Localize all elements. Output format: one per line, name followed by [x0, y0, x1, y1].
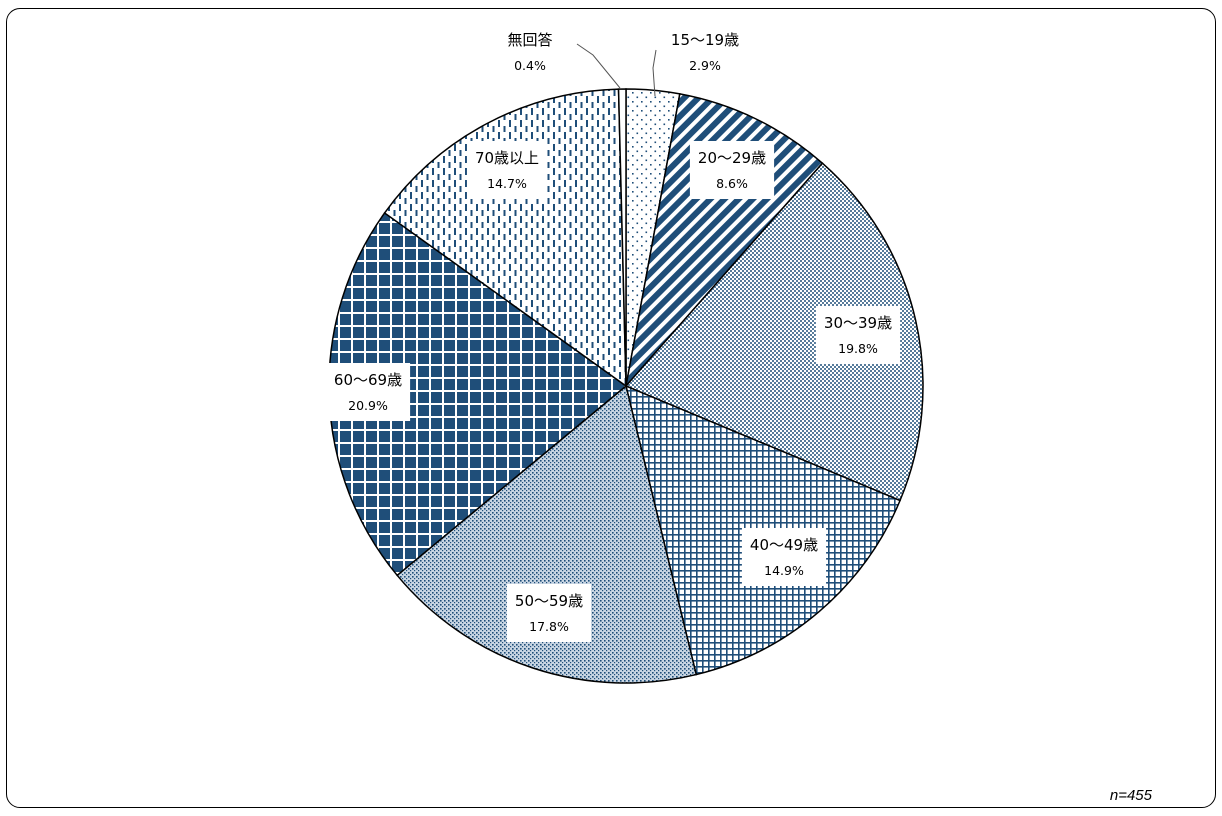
- slice-label-group-8: 無回答 0.4%: [507, 31, 552, 73]
- slice-label-group-5: 50〜59歳 17.8%: [506, 584, 592, 642]
- slice-value-label: 0.4%: [514, 58, 546, 73]
- slice-value-label: 2.9%: [689, 58, 721, 73]
- slice-label-background: [466, 141, 548, 199]
- slice-value-label: 14.9%: [764, 563, 804, 578]
- slice-label: 無回答: [507, 31, 552, 49]
- slice-label-background: [741, 528, 827, 586]
- slice-label-group-1: 15〜19歳 2.9%: [671, 31, 739, 73]
- slice-label-group-3: 30〜39歳 19.8%: [815, 306, 901, 364]
- pie-slice-3: [624, 162, 924, 502]
- slice-label-background: [689, 141, 775, 199]
- slice-label: 40〜49歳: [750, 536, 818, 554]
- slice-label: 50〜59歳: [515, 592, 583, 610]
- leader-line-no-answer: [576, 43, 621, 89]
- slice-label-group-7: 70歳以上 14.7%: [466, 141, 548, 199]
- slice-label: 60〜69歳: [334, 371, 402, 389]
- slice-value-label: 17.8%: [529, 619, 569, 634]
- slice-label: 70歳以上: [475, 149, 539, 167]
- sample-size-note: n=455: [1109, 787, 1152, 804]
- slice-value-label: 14.7%: [487, 176, 527, 191]
- slice-label: 20〜29歳: [698, 149, 766, 167]
- slice-value-label: 20.9%: [348, 398, 388, 413]
- slice-label-group-4: 40〜49歳 14.9%: [741, 528, 827, 586]
- pie-slice-5: [396, 384, 698, 684]
- leader-line-15-19: [652, 49, 657, 97]
- slice-label-background: [815, 306, 901, 364]
- slice-label: 15〜19歳: [671, 31, 739, 49]
- slice-label-background: [325, 363, 411, 421]
- slice-label-group-6: 60〜69歳 20.9%: [325, 363, 411, 421]
- slice-value-label: 19.8%: [838, 341, 878, 356]
- slice-value-label: 8.6%: [716, 176, 748, 191]
- slice-label: 30〜39歳: [824, 314, 892, 332]
- pie-slice-8: [617, 88, 627, 387]
- pie-slice-7: [383, 88, 627, 388]
- slice-label-group-2: 20〜29歳 8.6%: [689, 141, 775, 199]
- slice-label-background: [506, 584, 592, 642]
